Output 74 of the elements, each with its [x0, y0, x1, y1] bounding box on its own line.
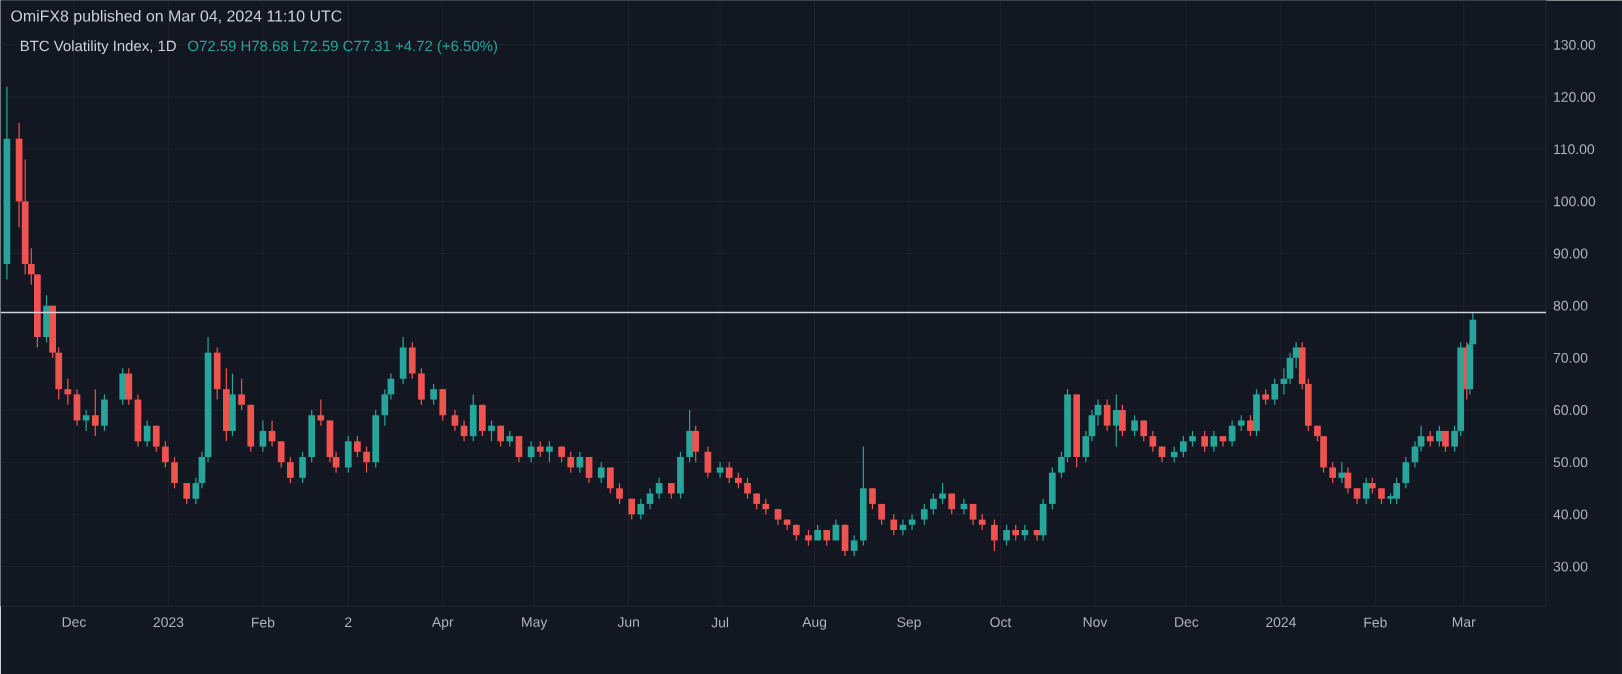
candlestick: [451, 409, 459, 432]
candlestick: [1362, 477, 1370, 505]
candlestick: [299, 451, 306, 484]
candlestick: [399, 336, 407, 385]
candlestick: [1140, 419, 1148, 442]
candlestick: [222, 367, 230, 442]
candlestick: [585, 456, 593, 484]
candlestick: [229, 372, 236, 437]
candlestick: [91, 388, 99, 437]
candlestick: [171, 456, 178, 489]
candlestick: [418, 367, 425, 406]
candlestick: [744, 477, 751, 500]
candlestick: [439, 388, 447, 421]
candlestick: [1103, 398, 1111, 432]
candlestick: [488, 419, 495, 442]
candlestick: [152, 425, 160, 453]
candlestick: [991, 518, 998, 552]
candlestick: [344, 435, 352, 474]
candlestick: [308, 409, 316, 463]
candlestick: [372, 409, 380, 468]
candlestick: [354, 435, 361, 458]
candlestick: [930, 492, 937, 515]
candlestick: [247, 404, 255, 453]
candlestick: [869, 487, 876, 510]
candlestick: [607, 466, 614, 495]
candlestick: [317, 398, 325, 427]
candlestick: [1271, 378, 1279, 406]
candlestick: [677, 451, 684, 500]
candlestick: [716, 461, 724, 479]
candlestick: [1003, 524, 1010, 547]
candlestick: [850, 534, 858, 557]
candlestick: [655, 477, 663, 500]
candlestick: [101, 393, 108, 432]
candlestick: [1112, 393, 1120, 448]
candlestick: [213, 346, 221, 401]
candlestick: [1180, 435, 1187, 458]
candlestick: [277, 440, 285, 468]
candlestick: [725, 461, 733, 484]
candlestick: [469, 393, 477, 442]
candlestick: [616, 482, 623, 505]
candlestick: [1253, 388, 1260, 437]
candlestick: [692, 425, 700, 463]
candlestick: [1329, 461, 1337, 484]
candlestick: [259, 419, 267, 453]
candlestick: [1247, 414, 1254, 437]
candlestick: [597, 461, 605, 484]
candlestick: [939, 482, 946, 505]
candlestick: [686, 409, 693, 463]
candlestick: [515, 435, 523, 463]
candlestick: [125, 367, 133, 406]
candlestick: [1131, 414, 1138, 437]
candlestick: [890, 513, 898, 536]
candlestick: [430, 383, 437, 406]
candlestick: [1149, 430, 1157, 453]
candlestick: [567, 451, 575, 474]
candlestick: [1393, 477, 1401, 505]
candlestick: [1210, 430, 1218, 453]
candlestick: [546, 440, 553, 463]
candlestick: [479, 404, 486, 437]
candlestick: [704, 445, 712, 479]
candlestick: [1402, 456, 1410, 489]
candlestick: [363, 445, 370, 474]
candlestick: [238, 378, 245, 411]
candlestick: [1039, 498, 1047, 541]
candlestick: [1201, 430, 1209, 453]
candlestick: [408, 341, 416, 380]
candlestick: [183, 482, 191, 505]
candlestick: [1048, 466, 1056, 510]
candlestick: [920, 503, 928, 526]
candlestick: [637, 498, 645, 521]
candlestick: [162, 440, 169, 468]
candlestick: [1338, 461, 1346, 484]
candlestick: [1119, 404, 1126, 437]
candlestick: [286, 456, 294, 484]
